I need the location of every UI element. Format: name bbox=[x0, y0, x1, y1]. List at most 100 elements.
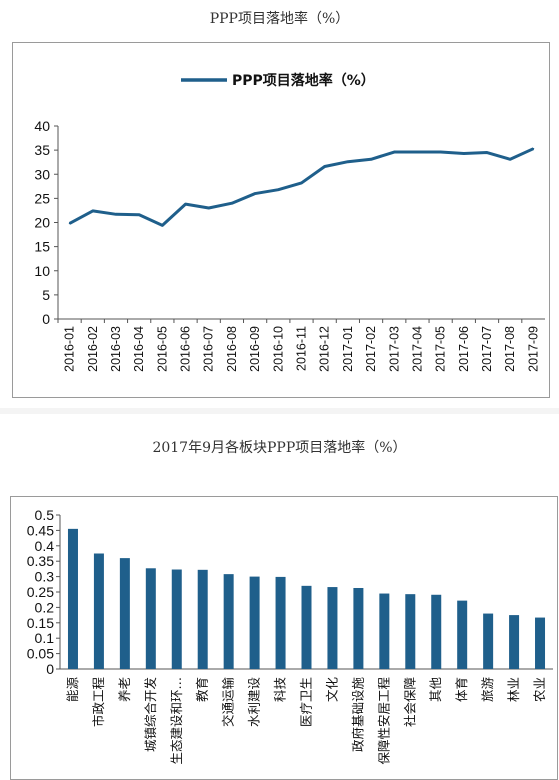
line-x-tick-label: 2016-12 bbox=[318, 326, 332, 372]
section-divider bbox=[0, 408, 559, 414]
line-point bbox=[509, 158, 512, 161]
line-point bbox=[323, 165, 326, 168]
line-point bbox=[277, 188, 280, 191]
bar-category-label: 科技 bbox=[273, 677, 288, 703]
bar bbox=[379, 593, 390, 669]
bar-category-label: 生态建设和环… bbox=[169, 677, 184, 765]
bar bbox=[327, 587, 338, 669]
line-point bbox=[115, 213, 117, 216]
bar-category-label: 城镇综合开发 bbox=[143, 677, 158, 753]
line-x-tick-label: 2016-08 bbox=[225, 326, 239, 372]
line-y-tick-label: 25 bbox=[34, 190, 50, 206]
line-point bbox=[439, 151, 442, 153]
line-x-tick-label: 2016-04 bbox=[132, 326, 146, 372]
bar-category-label: 水利建设 bbox=[247, 677, 262, 728]
bar-y-tick-label: 0.4 bbox=[35, 538, 55, 554]
line-x-tick-label: 2016-11 bbox=[295, 326, 309, 371]
bar-category-label: 林业 bbox=[506, 677, 521, 702]
line-x-tick-label: 2016-05 bbox=[155, 326, 169, 372]
line-point bbox=[463, 152, 465, 155]
line-x-tick-label: 2017-04 bbox=[410, 326, 424, 372]
line-x-tick-label: 2016-09 bbox=[248, 326, 262, 372]
bar-category-label: 能源 bbox=[65, 677, 80, 703]
bar-y-tick-label: 0.05 bbox=[27, 646, 54, 662]
bar bbox=[249, 576, 260, 669]
line-x-tick-label: 2017-08 bbox=[503, 326, 517, 372]
line-point bbox=[300, 182, 303, 184]
bar bbox=[405, 594, 416, 669]
bar bbox=[145, 568, 156, 669]
line-y-tick-label: 10 bbox=[34, 263, 50, 279]
line-y-tick-label: 30 bbox=[34, 166, 50, 182]
bar-y-tick-label: 0.45 bbox=[27, 522, 54, 538]
line-x-tick-label: 2017-05 bbox=[434, 326, 448, 372]
bar bbox=[535, 617, 546, 669]
line-y-tick-label: 15 bbox=[34, 239, 50, 255]
line-point bbox=[532, 147, 535, 150]
line-point bbox=[207, 207, 210, 209]
bar-category-label: 农业 bbox=[532, 677, 547, 702]
line-x-tick-label: 2017-01 bbox=[341, 326, 355, 372]
bar-category-label: 旅游 bbox=[480, 677, 495, 703]
line-point bbox=[347, 160, 349, 163]
line-y-tick-label: 40 bbox=[34, 118, 50, 134]
bar bbox=[275, 576, 286, 669]
bar bbox=[509, 615, 520, 669]
line-point bbox=[231, 202, 233, 204]
bar bbox=[483, 613, 494, 669]
line-point bbox=[68, 222, 71, 225]
bar-y-tick-label: 0.1 bbox=[35, 630, 55, 646]
line-x-tick-label: 2016-02 bbox=[86, 326, 100, 372]
line-x-tick-label: 2017-03 bbox=[387, 326, 401, 372]
bar-category-label: 其他 bbox=[428, 677, 443, 703]
bar bbox=[119, 558, 130, 669]
bar-y-tick-label: 0.2 bbox=[35, 599, 55, 615]
line-point bbox=[254, 192, 256, 195]
bar-y-tick-label: 0.25 bbox=[27, 584, 54, 600]
line-legend-label: PPP项目落地率（%） bbox=[232, 72, 375, 89]
bar bbox=[353, 587, 364, 669]
bar bbox=[431, 594, 442, 669]
line-x-tick-label: 2016-03 bbox=[109, 326, 123, 372]
line-y-tick-label: 35 bbox=[34, 142, 50, 158]
bar-category-label: 体育 bbox=[454, 677, 469, 702]
line-chart-frame bbox=[12, 42, 550, 398]
line-point bbox=[393, 151, 396, 153]
chart-caption-bottom: 2017年9月各板块PPP项目落地率（%） bbox=[152, 440, 407, 456]
line-point bbox=[486, 151, 488, 154]
bar-y-tick-label: 0.15 bbox=[27, 615, 54, 631]
bar-y-tick-label: 0.5 bbox=[35, 507, 55, 523]
bar bbox=[197, 569, 208, 669]
bar-category-label: 保障性安居工程 bbox=[376, 677, 391, 765]
bar bbox=[457, 600, 468, 669]
line-x-tick-label: 2017-02 bbox=[364, 326, 378, 372]
bar bbox=[301, 585, 312, 669]
bar bbox=[67, 528, 78, 669]
line-point bbox=[184, 203, 187, 205]
line-y-tick-label: 5 bbox=[42, 287, 50, 303]
line-x-tick-label: 2017-07 bbox=[480, 326, 494, 372]
chart-caption-top: PPP项目落地率（%） bbox=[209, 11, 350, 27]
line-point bbox=[161, 224, 164, 227]
bar-y-tick-label: 0 bbox=[46, 661, 54, 677]
line-point bbox=[91, 210, 94, 212]
bar-y-tick-label: 0.35 bbox=[27, 553, 54, 569]
line-x-tick-label: 2016-01 bbox=[63, 326, 77, 372]
line-x-tick-label: 2016-07 bbox=[202, 326, 216, 372]
bar-y-tick-label: 0.3 bbox=[35, 569, 55, 585]
bar bbox=[171, 569, 182, 669]
line-point bbox=[416, 151, 419, 153]
line-x-tick-label: 2016-06 bbox=[179, 326, 193, 372]
bar-category-label: 社会保障 bbox=[402, 677, 417, 727]
line-point bbox=[370, 158, 372, 161]
bar-category-label: 医疗卫生 bbox=[299, 677, 314, 727]
bar-category-label: 交通运输 bbox=[221, 677, 236, 728]
line-point bbox=[138, 213, 140, 216]
line-series-ppp-landing-rate bbox=[68, 147, 535, 227]
line-y-tick-label: 0 bbox=[42, 311, 50, 327]
bar bbox=[93, 553, 104, 669]
line-x-tick-label: 2016-10 bbox=[271, 326, 285, 372]
line-x-tick-label: 2017-06 bbox=[457, 326, 471, 372]
line-y-tick-label: 20 bbox=[34, 215, 50, 231]
line-x-tick-label: 2017-09 bbox=[526, 326, 540, 372]
